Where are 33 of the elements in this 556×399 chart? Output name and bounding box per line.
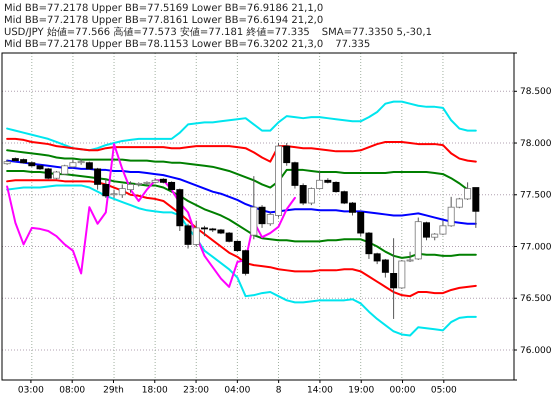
candlestick [472,187,480,228]
x-tick-label: 18:00 [142,385,168,396]
x-tick-label: 08:00 [59,385,86,396]
candlestick [192,220,200,248]
x-tick-label: 14:00 [306,385,334,396]
text: Mid BB=77.2178 Upper BB=77.5169 Lower BB=76.9186 21,1,0 [4,3,324,14]
x-tick-label: 19:00 [348,385,374,396]
y-tick-label: 78.500 [520,87,552,98]
x-tick-label: 8 [276,385,282,396]
y-tick-label: 77.000 [520,242,552,252]
y-tick-label: 77.500 [520,190,552,201]
y-tick-label: 76.500 [520,294,552,304]
x-tick-label: 29th [103,385,124,396]
text: Mid BB=77.2178 Upper BB=78.1153 Lower BB=76.3202 21,3,0 [4,39,324,50]
candlestick [390,238,398,320]
line-series [6,170,477,259]
y-tick-label: 76.000 [520,346,552,356]
x-tick-label: 00:00 [390,385,416,396]
text: USD/JPY 始値=77.566 高値=77.573 安値=77.181 終値=77.335 [4,26,310,38]
text: SMA=77.3350 5,-30,1 [322,27,432,38]
line-series [6,143,296,288]
candlestick [258,204,266,228]
text: 77.335 [335,39,370,50]
y-tick-label: 78.000 [520,138,552,149]
x-tick-label: 05:00 [430,385,458,396]
x-tick-label: 03:00 [18,385,44,396]
candlestick [423,221,430,241]
text: Mid BB=77.2178 Upper BB=77.8161 Lower BB=76.6194 21,2,0 [4,15,324,26]
x-tick-label: 04:00 [224,385,251,396]
line-series [6,184,477,337]
x-tick-label: 23:00 [183,385,210,396]
line-series [6,138,477,163]
line-series [6,100,477,152]
